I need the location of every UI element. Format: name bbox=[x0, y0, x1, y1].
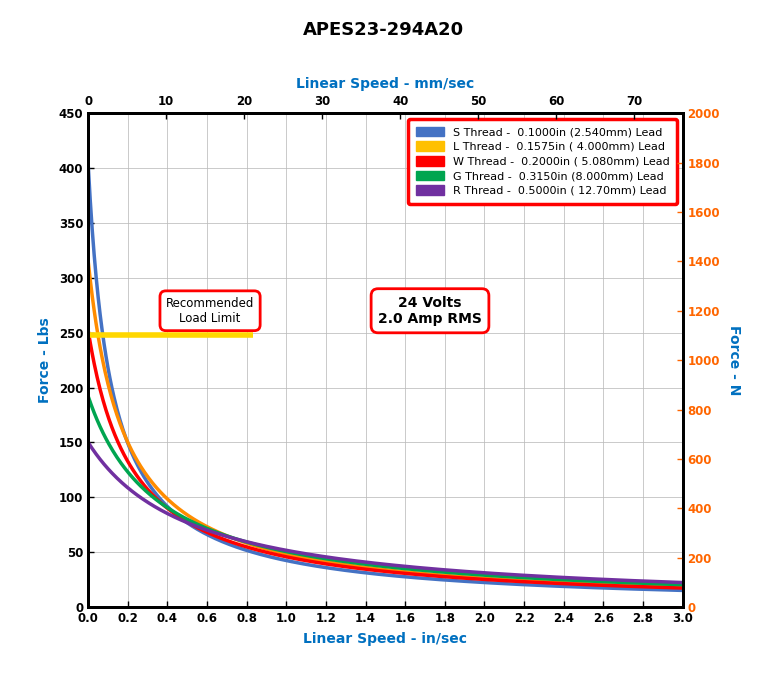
Legend: S Thread -  0.1000in (2.540mm) Lead, L Thread -  0.1575in ( 4.000mm) Lead, W Thr: S Thread - 0.1000in (2.540mm) Lead, L Th… bbox=[408, 119, 677, 204]
Y-axis label: Force - Lbs: Force - Lbs bbox=[38, 317, 52, 403]
X-axis label: Linear Speed - in/sec: Linear Speed - in/sec bbox=[304, 632, 467, 646]
X-axis label: Linear Speed - mm/sec: Linear Speed - mm/sec bbox=[296, 78, 475, 91]
Text: 24 Volts
2.0 Amp RMS: 24 Volts 2.0 Amp RMS bbox=[378, 296, 482, 326]
Y-axis label: Force - N: Force - N bbox=[727, 325, 741, 395]
Text: APES23-294A20: APES23-294A20 bbox=[303, 21, 464, 38]
Text: Recommended
Load Limit: Recommended Load Limit bbox=[166, 297, 254, 324]
